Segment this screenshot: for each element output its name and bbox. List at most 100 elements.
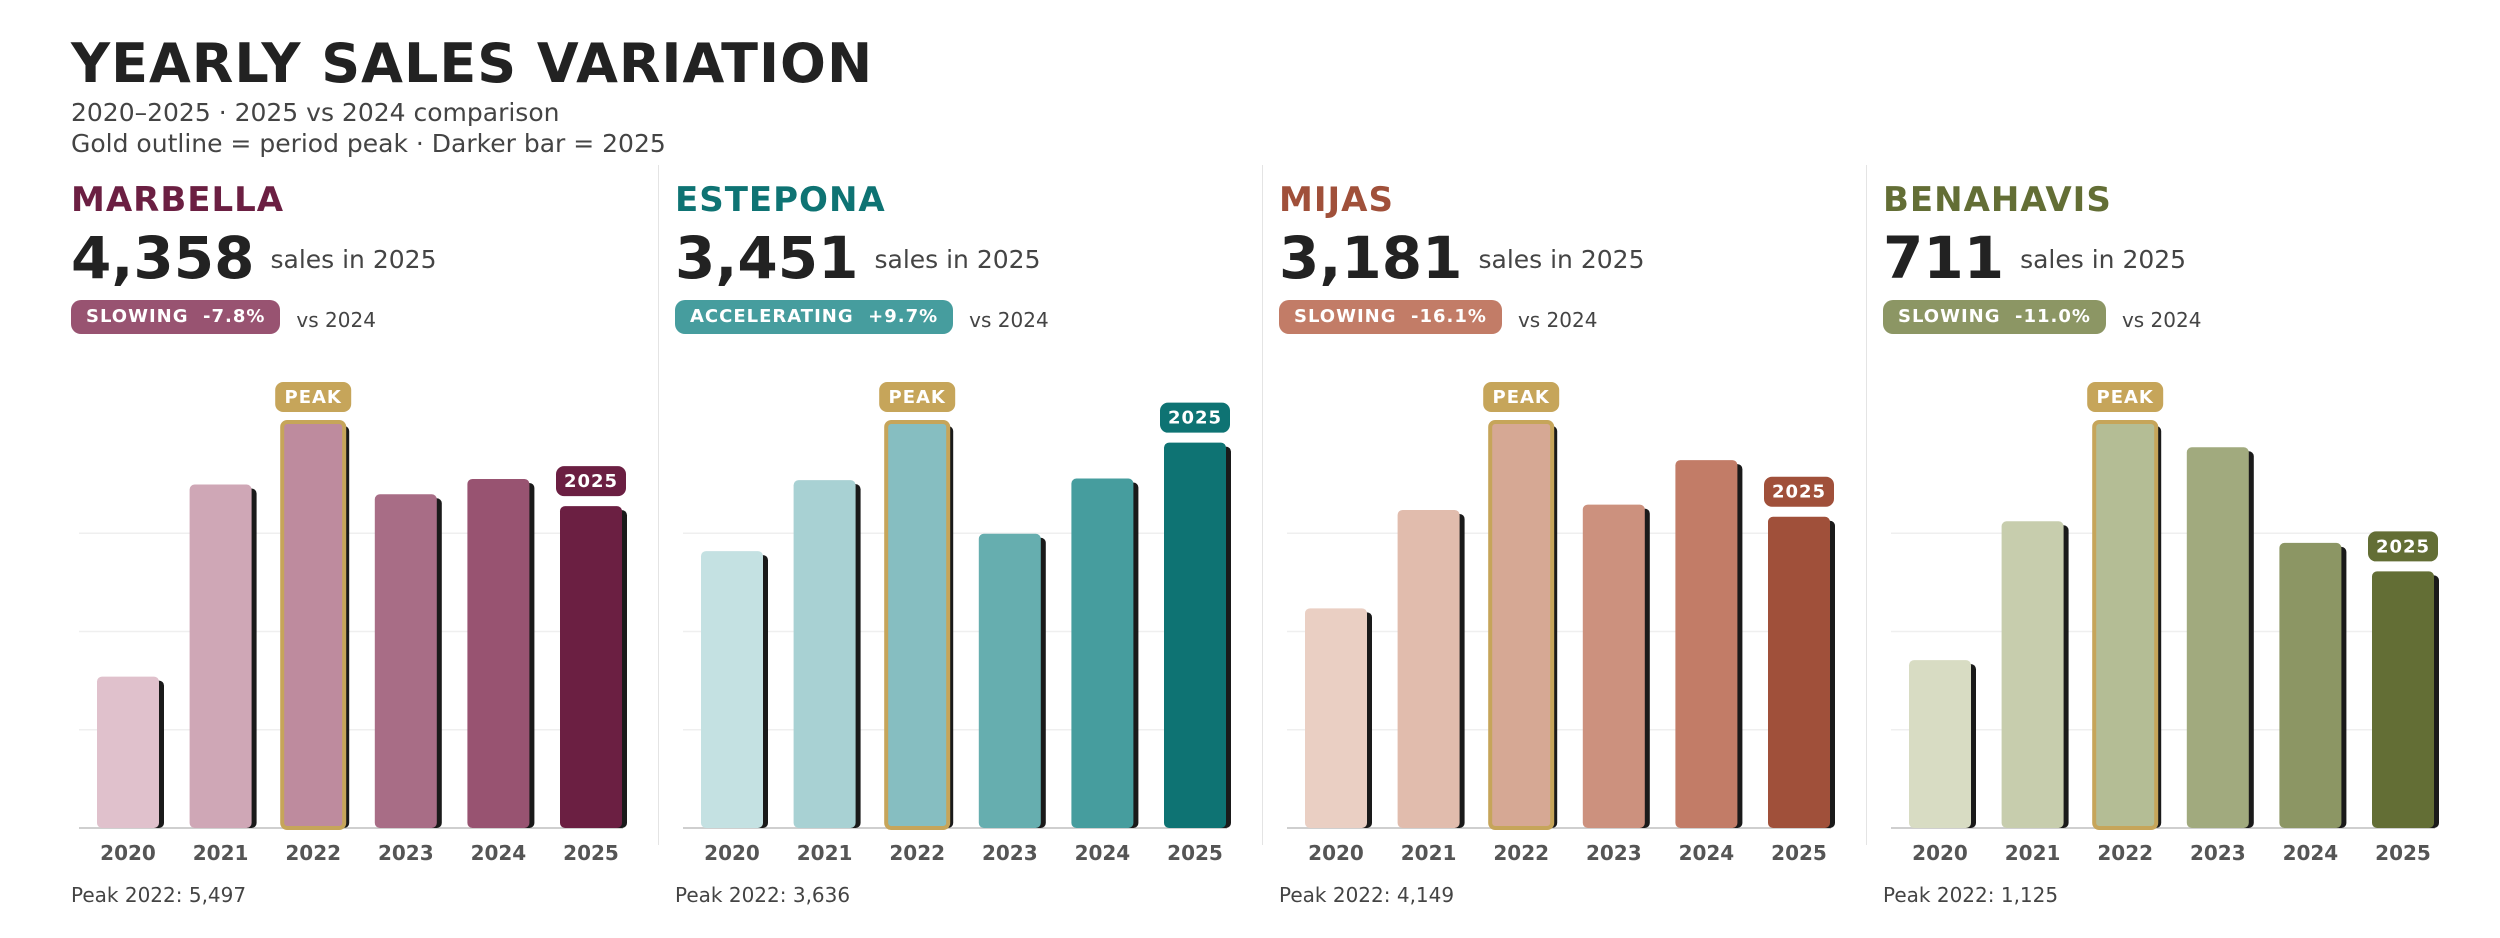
big-value: 4,358 xyxy=(71,224,255,292)
peak-tag-label: PEAK xyxy=(889,387,946,408)
peak-tag xyxy=(2087,382,2164,412)
x-tick-label: 2024 xyxy=(1075,841,1131,865)
year-tag-label: 2025 xyxy=(1168,408,1222,429)
x-tick-label: 2020 xyxy=(704,841,760,865)
peak-tag-label: PEAK xyxy=(2097,387,2154,408)
bar xyxy=(560,506,622,828)
x-tick-label: 2024 xyxy=(2283,841,2339,865)
x-tick-label: 2023 xyxy=(982,841,1038,865)
bar xyxy=(2279,542,2342,828)
unit-text: sales in 2025 xyxy=(2020,245,2187,274)
unit-text: sales in 2025 xyxy=(270,245,437,274)
trend-badge: SLOWING -7.8% xyxy=(71,300,281,334)
big-value: 3,451 xyxy=(675,224,859,292)
bar xyxy=(793,480,856,828)
bar xyxy=(1909,660,1971,828)
peak-footer: Peak 2022: 1,125 xyxy=(1883,883,2059,907)
trend-badge: SLOWING -11.0% xyxy=(1883,300,2106,334)
x-tick-label: 2025 xyxy=(2375,841,2431,865)
bar xyxy=(1768,516,1830,828)
bar xyxy=(280,420,347,830)
bar-chart: 2020 2021 2022 PEAK 2023 2024 2025 2025 xyxy=(1287,382,1835,865)
bar xyxy=(2372,571,2434,828)
panel-divider xyxy=(658,165,659,845)
bar xyxy=(1397,509,1460,828)
bar xyxy=(1071,478,1134,828)
bar xyxy=(2001,521,2064,828)
big-value: 3,181 xyxy=(1279,224,1463,292)
vs-text: vs 2024 xyxy=(2121,308,2202,332)
x-tick-label: 2020 xyxy=(1308,841,1364,865)
panel-title: MIJAS xyxy=(1279,180,1394,220)
x-tick-label: 2021 xyxy=(797,841,853,865)
vs-text: vs 2024 xyxy=(1517,308,1598,332)
x-tick-label: 2023 xyxy=(2190,841,2246,865)
panel-title: MARBELLA xyxy=(71,180,285,220)
trend-badge: SLOWING -16.1% xyxy=(1279,300,1502,334)
year-tag-label: 2025 xyxy=(1772,482,1826,503)
page-subtitle: 2020–2025 · 2025 vs 2024 comparison xyxy=(71,98,560,127)
year-tag-label: 2025 xyxy=(564,471,618,492)
chart-panel: MIJAS 3,181 sales in 2025 SLOWING -16.1% vs … xyxy=(1279,0,1839,938)
panel-title: ESTEPONA xyxy=(675,180,886,220)
year-tag xyxy=(2368,531,2438,562)
bar xyxy=(1582,504,1645,828)
peak-tag xyxy=(1483,382,1560,412)
x-tick-label: 2022 xyxy=(889,841,945,865)
vs-text: vs 2024 xyxy=(296,308,376,332)
year-tag-label: 2025 xyxy=(2376,536,2430,557)
chart-panel: ESTEPONA 3,451 sales in 2025 ACCELERATING +… xyxy=(675,0,1235,938)
bar xyxy=(884,420,951,830)
bar xyxy=(467,478,530,828)
x-tick-label: 2020 xyxy=(100,841,156,865)
peak-tag-label: PEAK xyxy=(285,387,342,408)
unit-text: sales in 2025 xyxy=(1478,245,1645,274)
bar xyxy=(189,484,252,828)
bar xyxy=(978,533,1041,828)
bar xyxy=(374,494,437,828)
page-title: YEARLY SALES VARIATION xyxy=(71,32,874,95)
big-value: 711 xyxy=(1883,224,2005,292)
peak-tag-label: PEAK xyxy=(1493,387,1550,408)
year-tag xyxy=(1160,402,1230,433)
bar xyxy=(701,551,763,828)
x-tick-label: 2024 xyxy=(471,841,527,865)
peak-footer: Peak 2022: 3,636 xyxy=(675,883,851,907)
panel-title: BENAHAVIS xyxy=(1883,180,2112,220)
x-tick-label: 2025 xyxy=(1167,841,1223,865)
chart-panel: BENAHAVIS 711 sales in 2025 SLOWING -11.0% v… xyxy=(1883,0,2443,938)
vs-text: vs 2024 xyxy=(969,308,1049,332)
x-tick-label: 2021 xyxy=(1401,841,1457,865)
bar-chart: 2020 2021 2022 PEAK 2023 2024 2025 2025 xyxy=(1891,382,2439,865)
bar xyxy=(2092,420,2159,830)
bar-chart: 2020 2021 2022 PEAK 2023 2024 2025 2025 xyxy=(683,382,1231,865)
x-tick-label: 2022 xyxy=(285,841,341,865)
x-tick-label: 2021 xyxy=(193,841,249,865)
x-tick-label: 2022 xyxy=(2097,841,2153,865)
trend-badge: ACCELERATING +9.7% xyxy=(675,300,954,334)
peak-tag xyxy=(879,382,956,412)
unit-text: sales in 2025 xyxy=(874,245,1041,274)
x-tick-label: 2023 xyxy=(1586,841,1642,865)
bar xyxy=(1675,460,1738,828)
chart-panel: MARBELLA 4,358 sales in 2025 SLOWING -7.8% v… xyxy=(71,0,631,938)
x-tick-label: 2025 xyxy=(1771,841,1827,865)
year-tag xyxy=(1764,476,1834,507)
bar xyxy=(2186,447,2249,828)
year-tag xyxy=(556,466,626,497)
x-tick-label: 2023 xyxy=(378,841,434,865)
panel-divider xyxy=(1866,165,1867,845)
x-tick-label: 2020 xyxy=(1912,841,1968,865)
x-tick-label: 2021 xyxy=(2005,841,2061,865)
x-tick-label: 2025 xyxy=(563,841,619,865)
bar xyxy=(1164,442,1226,828)
peak-tag xyxy=(275,382,352,412)
bar-chart: 2020 2021 2022 PEAK 2023 2024 2025 2025 xyxy=(79,382,627,865)
x-tick-label: 2022 xyxy=(1493,841,1549,865)
x-tick-label: 2024 xyxy=(1679,841,1735,865)
peak-footer: Peak 2022: 5,497 xyxy=(71,883,247,907)
bar xyxy=(1305,608,1367,828)
bar xyxy=(1488,420,1555,830)
bar xyxy=(97,676,159,828)
peak-footer: Peak 2022: 4,149 xyxy=(1279,883,1455,907)
